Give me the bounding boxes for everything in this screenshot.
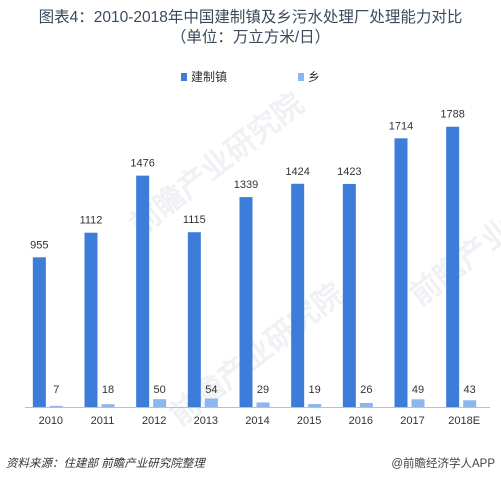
data-label-乡-2014: 29 xyxy=(257,384,269,396)
data-label-建制镇-2016: 1423 xyxy=(337,166,361,178)
bar-乡-2018E xyxy=(463,400,477,407)
bar-建制镇-2012 xyxy=(136,175,150,407)
bar-乡-2010 xyxy=(49,405,63,407)
x-tick-label-2011: 2011 xyxy=(91,415,115,427)
data-label-乡-2016: 26 xyxy=(360,384,372,396)
data-label-建制镇-2011: 1112 xyxy=(80,215,103,227)
bar-建制镇-2010 xyxy=(32,257,46,407)
bar-建制镇-2016 xyxy=(342,183,356,407)
legend-swatch-1 xyxy=(298,73,304,81)
data-label-乡-2010: 7 xyxy=(53,384,59,396)
bar-建制镇-2015 xyxy=(291,183,305,407)
x-tick-label-2017: 2017 xyxy=(400,415,424,427)
data-label-乡-2015: 19 xyxy=(309,384,321,396)
data-label-建制镇-2018E: 1788 xyxy=(440,109,464,121)
x-tick-label-2010: 2010 xyxy=(39,415,63,427)
x-tick-label-2014: 2014 xyxy=(245,415,269,427)
footer: 资料来源：住建部 前瞻产业研究院整理 @前瞻经济学人APP xyxy=(6,455,495,471)
bar-建制镇-2014 xyxy=(239,197,253,407)
data-label-乡-2013: 54 xyxy=(205,384,217,396)
data-label-建制镇-2012: 1476 xyxy=(130,158,154,170)
chart-title-line2: （单位：万立方米/日） xyxy=(170,29,331,46)
chart-title: 图表4：2010-2018年中国建制镇及乡污水处理厂处理能力对比 （单位：万立方… xyxy=(0,8,501,48)
x-tick-label-2012: 2012 xyxy=(142,415,166,427)
data-label-乡-2018E: 43 xyxy=(464,384,476,396)
bar-乡-2012 xyxy=(153,399,167,407)
data-label-乡-2011: 18 xyxy=(102,384,114,396)
x-tick-label-2015: 2015 xyxy=(297,415,321,427)
bar-建制镇-2018E xyxy=(446,126,460,407)
bar-乡-2017 xyxy=(411,399,425,407)
legend-label-0: 建制镇 xyxy=(191,70,227,84)
bar-chart: 建制镇 乡 955 7 2010 1112 18 2011 1476 50 2012 1115 54 20… xyxy=(25,70,490,427)
data-label-建制镇-2010: 955 xyxy=(30,239,48,251)
data-label-建制镇-2017: 1714 xyxy=(389,120,413,132)
x-tick-label-2016: 2016 xyxy=(349,415,373,427)
data-label-乡-2012: 50 xyxy=(154,384,166,396)
legend-swatch-0 xyxy=(181,73,187,81)
data-label-建制镇-2015: 1424 xyxy=(285,166,309,178)
data-label-建制镇-2013: 1115 xyxy=(183,214,206,226)
x-tick-label-2018E: 2018E xyxy=(448,415,480,427)
bar-乡-2015 xyxy=(308,404,322,407)
source-note: 资料来源：住建部 前瞻产业研究院整理 xyxy=(6,458,205,470)
bar-建制镇-2013 xyxy=(187,232,201,407)
bar-乡-2014 xyxy=(256,402,270,407)
chart-title-line1: 图表4：2010-2018年中国建制镇及乡污水处理厂处理能力对比 xyxy=(38,9,463,26)
bar-乡-2013 xyxy=(204,398,218,407)
brand-label: @前瞻经济学人APP xyxy=(391,458,495,470)
data-label-乡-2017: 49 xyxy=(412,384,424,396)
data-label-建制镇-2014: 1339 xyxy=(234,179,258,191)
bar-乡-2016 xyxy=(359,402,373,407)
bar-建制镇-2017 xyxy=(394,138,408,408)
bar-建制镇-2011 xyxy=(84,232,98,407)
bar-乡-2011 xyxy=(101,404,115,407)
x-tick-label-2013: 2013 xyxy=(194,415,218,427)
legend-label-1: 乡 xyxy=(308,70,320,84)
